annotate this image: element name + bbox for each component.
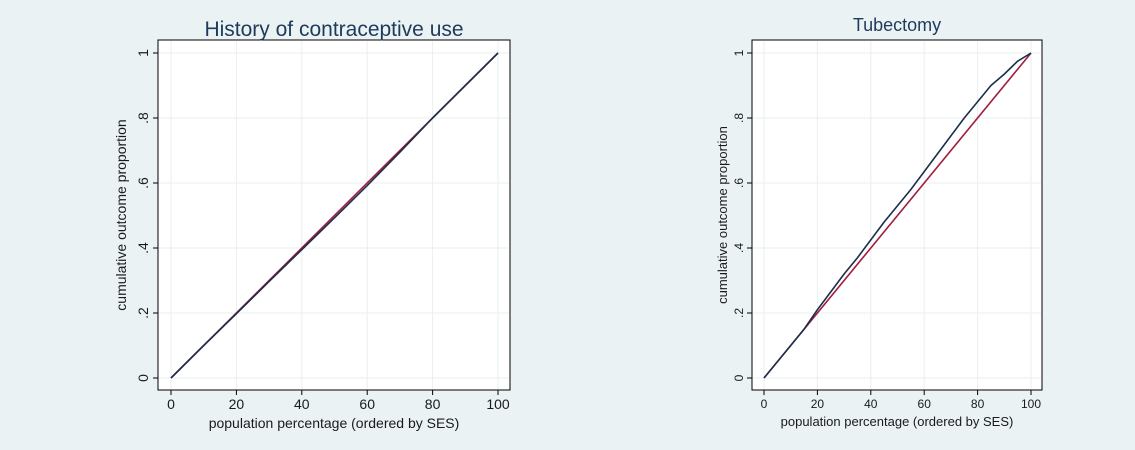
y-axis-title: cumulative outcome proportion — [715, 126, 730, 304]
x-tick-label: 20 — [811, 397, 825, 411]
x-tick-label: 40 — [294, 396, 310, 412]
chart-panel-2: 0 20 40 60 80 100 0 .2 .4 .6 .8 1 Tubectomy populatio… — [715, 15, 1043, 429]
y-tick-label: .4 — [732, 243, 746, 253]
x-tick-label: 60 — [359, 396, 375, 412]
y-tick-label: .2 — [732, 308, 746, 318]
concentration-curve — [170, 52, 499, 379]
y-tick-label: .4 — [135, 242, 151, 254]
y-tick-label: 1 — [135, 49, 151, 57]
y-tick-label: .8 — [732, 113, 746, 123]
y-axis-title: cumulative outcome proportion — [113, 119, 129, 310]
x-tick-label: 80 — [971, 397, 985, 411]
x-tick-label: 0 — [167, 396, 175, 412]
x-tick-label: 80 — [425, 396, 441, 412]
y-tick-label: .6 — [135, 177, 151, 189]
x-tick-label: 0 — [761, 397, 768, 411]
x-tick-label: 60 — [918, 397, 932, 411]
x-axis-title: population percentage (ordered by SES) — [209, 415, 460, 431]
x-tick-label: 100 — [486, 396, 510, 412]
y-tick-label: .8 — [135, 112, 151, 124]
y-tick-label: 0 — [732, 374, 746, 381]
y-tick-label: 0 — [135, 374, 151, 382]
chart-panel-1: 0 20 40 60 80 100 0 .2 .4 .6 .8 1 History of contrac… — [113, 18, 511, 431]
x-tick-label: 100 — [1021, 397, 1041, 411]
y-tick-label: 1 — [732, 49, 746, 56]
y-tick-label: .2 — [135, 307, 151, 319]
chart-title: History of contraceptive use — [204, 18, 463, 41]
concentration-curve — [763, 52, 1032, 379]
y-tick-label: .6 — [732, 178, 746, 188]
x-tick-label: 20 — [229, 396, 245, 412]
x-tick-label: 40 — [864, 397, 878, 411]
x-axis-title: population percentage (ordered by SES) — [781, 414, 1014, 429]
chart-title: Tubectomy — [853, 15, 941, 35]
